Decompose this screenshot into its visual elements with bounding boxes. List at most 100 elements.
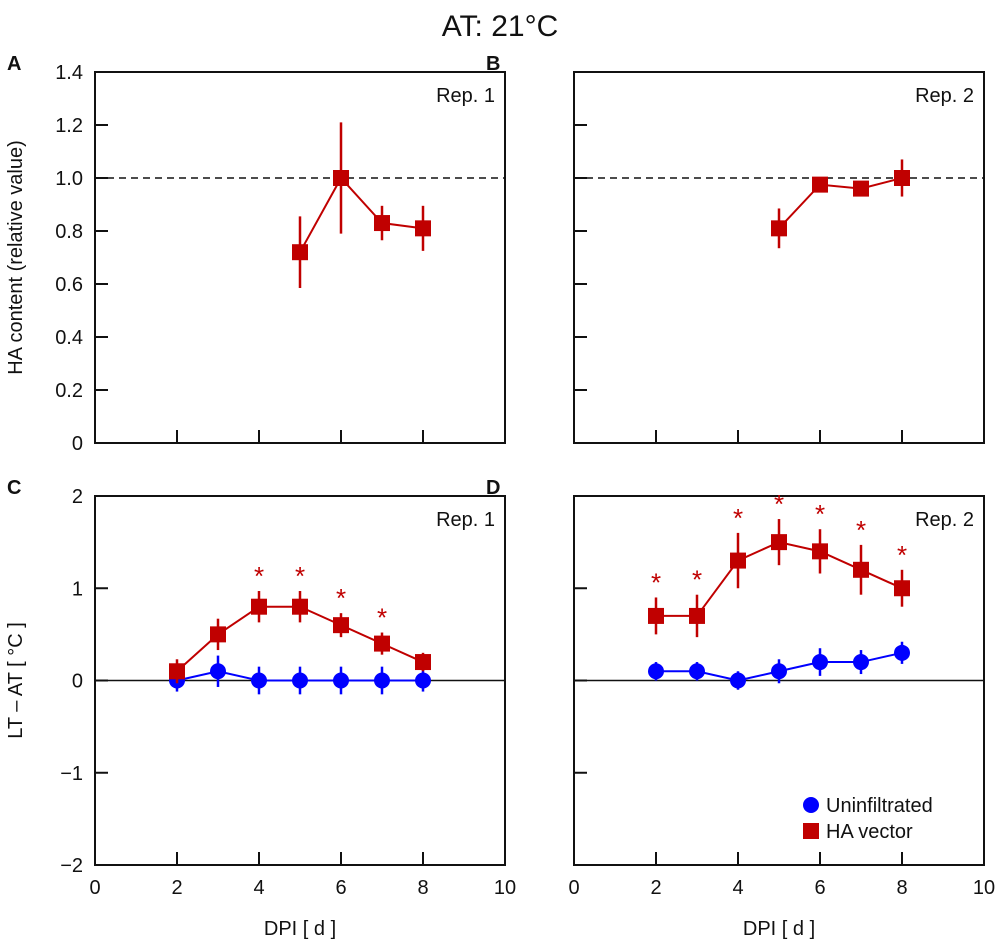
- significance-star: *: [897, 540, 907, 570]
- data-point: [771, 220, 787, 237]
- x-axis-label: DPI [ d ]: [743, 918, 815, 940]
- data-point: [415, 654, 431, 671]
- data-point: [251, 598, 267, 615]
- x-tick-label: 2: [171, 877, 182, 899]
- x-tick-label: 2: [650, 877, 661, 899]
- data-point: [730, 552, 746, 569]
- x-tick-label: 6: [335, 877, 346, 899]
- legend-label: Uninfiltrated: [826, 795, 933, 817]
- data-point: [292, 244, 308, 261]
- figure-title: AT: 21°C: [442, 10, 558, 43]
- significance-star: *: [295, 561, 305, 591]
- data-point: [210, 626, 226, 643]
- x-tick-label: 0: [568, 877, 579, 899]
- series-ha-vector: [169, 591, 431, 684]
- data-point: [251, 672, 267, 689]
- data-point: [169, 663, 185, 680]
- x-tick-label: 6: [814, 877, 825, 899]
- data-point: [415, 220, 431, 237]
- series-uninfiltrated: [648, 641, 910, 690]
- data-point: [292, 598, 308, 615]
- x-tick-label: 0: [89, 877, 100, 899]
- data-point: [894, 170, 910, 186]
- significance-star: *: [856, 515, 866, 545]
- series-ha-vector: [648, 519, 910, 638]
- y-tick-label: −1: [60, 763, 83, 785]
- legend-marker-circle: [803, 797, 819, 813]
- data-point: [771, 663, 787, 680]
- y-tick-label: 0: [72, 433, 83, 455]
- data-point: [853, 561, 869, 578]
- panel-B: B Rep. 2: [486, 53, 985, 444]
- y-tick-label: 1.4: [55, 62, 83, 84]
- panel-annotation: Rep. 2: [915, 509, 974, 531]
- y-tick-label: 1: [72, 578, 83, 600]
- data-point: [333, 170, 349, 186]
- data-point: [812, 654, 828, 671]
- panel-C: C Rep. 1 −2 −1 0 1 2 0 2 4 6 8 10 DPI [ d ] LT – AT [ …: [5, 477, 516, 940]
- y-tick-label: 1.2: [55, 115, 83, 137]
- data-point: [333, 617, 349, 634]
- data-point: [771, 534, 787, 551]
- x-tick-label: 4: [253, 877, 264, 899]
- legend: Uninfiltrated HA vector: [803, 795, 933, 843]
- data-point: [812, 543, 828, 560]
- x-axis-label: DPI [ d ]: [264, 918, 336, 940]
- y-tick-label: 1.0: [55, 168, 83, 190]
- series-uninfiltrated: [169, 655, 431, 695]
- panel-annotation: Rep. 2: [915, 85, 974, 107]
- series-line: [778, 177, 903, 230]
- x-tick-label: 10: [973, 877, 995, 899]
- data-point: [333, 672, 349, 689]
- series-ha-vector: [292, 122, 431, 288]
- significance-star: *: [733, 503, 743, 533]
- data-point: [210, 663, 226, 680]
- y-tick-label: 0.6: [55, 274, 83, 296]
- y-axis-label: HA content (relative value): [5, 140, 27, 375]
- data-point: [689, 607, 705, 624]
- y-tick-label: 0.4: [55, 327, 83, 349]
- legend-marker-square: [803, 823, 819, 839]
- significance-star: *: [692, 565, 702, 595]
- data-point: [415, 672, 431, 689]
- panel-A: A Rep. 1 0 0.2 0.4 0.6 0.8 1.0 1.2 1.4 HA content …: [5, 53, 506, 455]
- data-point: [689, 663, 705, 680]
- significance-star: *: [336, 583, 346, 613]
- panel-letter: D: [486, 477, 500, 499]
- series-ha-vector: [771, 159, 910, 249]
- data-point: [292, 672, 308, 689]
- data-point: [730, 672, 746, 689]
- y-axis-label: LT – AT [ °C ]: [5, 622, 27, 739]
- panel-letter: B: [486, 53, 500, 75]
- y-tick-label: 0: [72, 671, 83, 693]
- x-tick-label: 8: [417, 877, 428, 899]
- series-line: [299, 176, 424, 253]
- data-point: [374, 635, 390, 652]
- legend-label: HA vector: [826, 821, 913, 843]
- y-tick-label: −2: [60, 855, 83, 877]
- y-tick-label: 0.8: [55, 221, 83, 243]
- x-tick-label: 8: [896, 877, 907, 899]
- panel-letter: C: [7, 477, 21, 499]
- significance-star: *: [815, 499, 825, 529]
- data-point: [374, 215, 390, 232]
- panel-annotation: Rep. 1: [436, 509, 495, 531]
- data-point: [894, 644, 910, 661]
- plot-frame: [94, 71, 506, 444]
- data-point: [812, 176, 828, 193]
- panel-letter: A: [7, 53, 21, 75]
- data-point: [853, 654, 869, 671]
- x-tick-label: 4: [732, 877, 743, 899]
- y-tick-label: 2: [72, 486, 83, 508]
- panel-D: D Rep. 2 0 2 4 6 8 10 DPI [ d ] * * * * * * *: [486, 477, 995, 940]
- data-point: [374, 672, 390, 689]
- significance-star: *: [774, 489, 784, 519]
- data-point: [894, 580, 910, 597]
- y-tick-label: 0.2: [55, 380, 83, 402]
- significance-star: *: [254, 561, 264, 591]
- significance-star: *: [651, 567, 661, 597]
- data-point: [648, 607, 664, 624]
- significance-star: *: [377, 603, 387, 633]
